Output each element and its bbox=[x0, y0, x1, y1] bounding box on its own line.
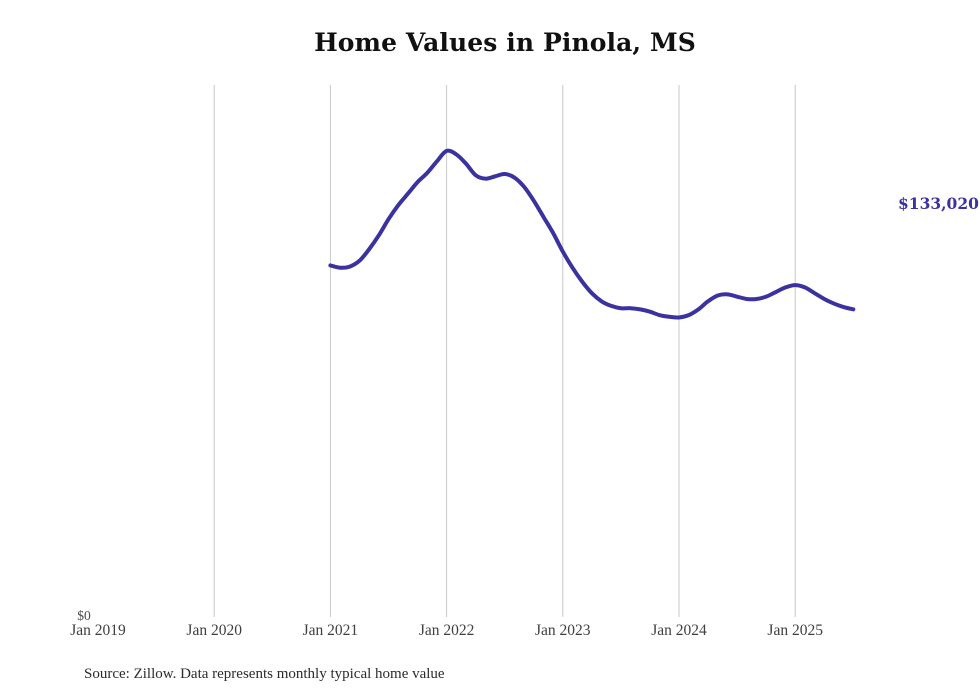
x-tick-label: Jan 2024 bbox=[651, 622, 707, 639]
source-note: Source: Zillow. Data represents monthly … bbox=[84, 666, 445, 682]
x-tick-label: Jan 2025 bbox=[767, 622, 823, 639]
series-line-0 bbox=[328, 148, 856, 320]
x-tick-label: Jan 2020 bbox=[186, 622, 242, 639]
endpoint-value-label: $133,020 bbox=[898, 194, 979, 213]
x-tick-label: Jan 2023 bbox=[535, 622, 591, 639]
y-tick-label: $0 bbox=[77, 608, 91, 623]
x-tick-label: Jan 2022 bbox=[418, 622, 475, 639]
x-tick-label: Jan 2019 bbox=[70, 622, 126, 639]
series-lines bbox=[328, 148, 856, 320]
chart-title: Home Values in Pinola, MS bbox=[314, 28, 696, 57]
x-tick-label: Jan 2021 bbox=[302, 622, 359, 639]
x-gridlines bbox=[213, 85, 796, 617]
